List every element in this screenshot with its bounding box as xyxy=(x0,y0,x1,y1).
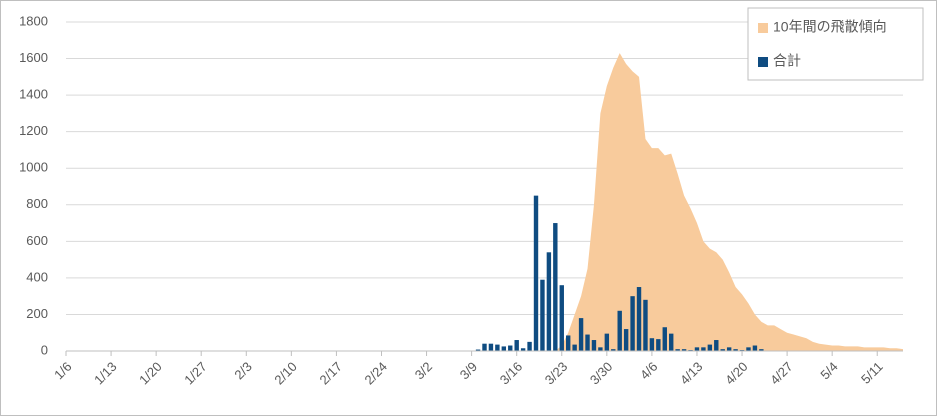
bar xyxy=(488,343,494,351)
bar xyxy=(520,348,526,351)
bar xyxy=(746,347,751,351)
bar xyxy=(623,329,629,351)
bar xyxy=(553,223,558,351)
bar xyxy=(559,285,564,351)
bar xyxy=(726,347,732,351)
bar xyxy=(675,349,680,351)
y-tick-label: 600 xyxy=(26,233,48,248)
bar xyxy=(694,347,700,351)
bar xyxy=(495,344,500,351)
bar xyxy=(662,327,667,351)
bar xyxy=(630,296,635,351)
bar xyxy=(649,338,655,351)
bar xyxy=(714,340,719,351)
bar xyxy=(617,310,622,351)
bar xyxy=(514,340,519,351)
bar xyxy=(482,343,487,351)
legend-label: 10年間の飛散傾向 xyxy=(773,19,887,35)
bar xyxy=(720,349,725,351)
bar xyxy=(669,333,674,351)
y-tick-label: 1200 xyxy=(19,123,48,138)
bar xyxy=(508,345,513,351)
y-tick-label: 1600 xyxy=(19,50,48,65)
bar xyxy=(572,344,577,351)
bar xyxy=(636,287,642,351)
bar xyxy=(578,318,584,351)
legend-box xyxy=(747,7,924,81)
bar xyxy=(591,340,597,351)
bar xyxy=(475,349,481,351)
bar xyxy=(611,349,616,351)
bar xyxy=(501,346,507,351)
legend-label: 合計 xyxy=(773,53,801,69)
y-tick-label: 1400 xyxy=(19,87,48,102)
bar xyxy=(759,349,764,351)
bar xyxy=(546,252,552,351)
bar xyxy=(566,335,571,351)
y-tick-label: 0 xyxy=(41,342,48,357)
bar xyxy=(598,347,603,351)
bar xyxy=(585,334,590,351)
legend-swatch xyxy=(758,57,768,67)
y-tick-label: 400 xyxy=(26,269,48,284)
bar xyxy=(707,344,713,351)
y-tick-label: 1800 xyxy=(19,13,48,28)
bar xyxy=(752,345,758,351)
y-tick-label: 1000 xyxy=(19,160,48,175)
bar xyxy=(540,279,545,351)
y-tick-label: 200 xyxy=(26,306,48,321)
area xyxy=(66,53,903,351)
bar xyxy=(604,333,610,351)
y-tick-label: 800 xyxy=(26,196,48,211)
bar xyxy=(681,349,687,351)
bar xyxy=(656,339,661,351)
bar xyxy=(533,195,539,351)
legend-swatch xyxy=(758,23,768,33)
bar xyxy=(643,299,648,351)
bar xyxy=(701,347,706,351)
bar xyxy=(527,341,532,351)
bar xyxy=(733,349,738,351)
